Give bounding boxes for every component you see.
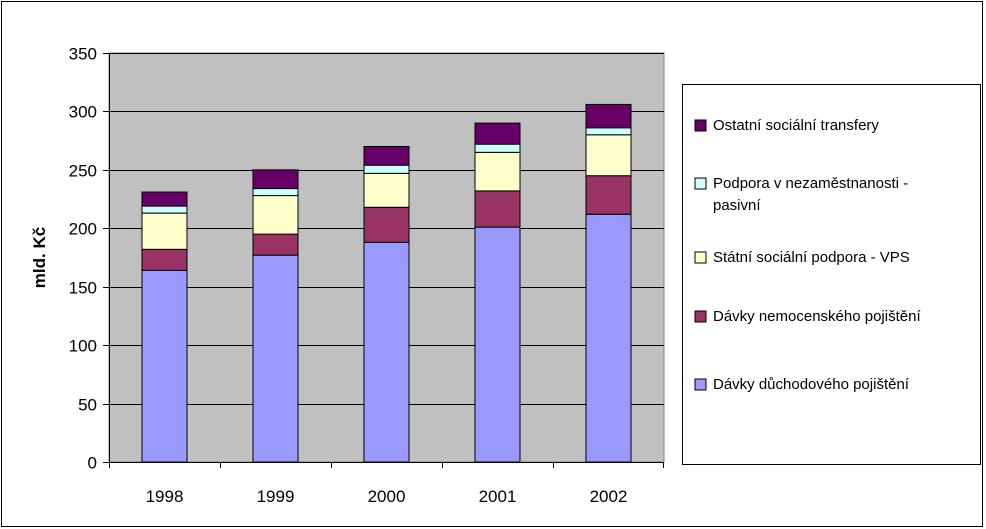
legend-box xyxy=(682,84,981,465)
legend-swatch xyxy=(694,119,707,132)
bar-segment xyxy=(363,164,410,174)
bar-segment xyxy=(141,212,188,250)
y-tick-label: 200 xyxy=(69,220,97,239)
x-tick-label: 2002 xyxy=(590,487,628,506)
y-tick-label: 100 xyxy=(69,337,97,356)
legend-label: Státní sociální podpora - VPS xyxy=(713,249,910,266)
legend-label: Podpora v nezaměstnanosti - xyxy=(713,175,908,192)
bar-segment xyxy=(363,172,410,208)
bar-segment xyxy=(141,205,188,214)
bar-segment xyxy=(585,175,632,215)
bar-segment xyxy=(363,206,410,243)
legend-label: pasivní xyxy=(713,197,761,214)
bar-segment xyxy=(585,127,632,136)
y-tick-label: 0 xyxy=(88,454,97,473)
bar-segment xyxy=(585,103,632,129)
y-axis-title: mld. Kč xyxy=(30,227,49,288)
bar-segment xyxy=(141,248,188,271)
bar-segment xyxy=(363,145,410,166)
bar-segment xyxy=(585,134,632,177)
bar-segment xyxy=(252,195,299,235)
legend-swatch xyxy=(694,310,707,323)
legend-swatch xyxy=(694,251,707,264)
bar-segment xyxy=(141,191,188,207)
legend-swatch xyxy=(694,378,707,391)
bar-segment xyxy=(474,143,521,153)
bar-segment xyxy=(474,122,521,145)
legend-label: Dávky důchodového pojištění xyxy=(713,376,910,393)
legend-swatch xyxy=(694,177,707,190)
bar-segment xyxy=(141,269,188,463)
bar-segment xyxy=(363,241,410,463)
x-tick-label: 1999 xyxy=(257,487,295,506)
y-tick-label: 50 xyxy=(78,396,97,415)
legend-label: Ostatní sociální transfery xyxy=(713,117,879,134)
bar-segment xyxy=(474,190,521,228)
bar-segment xyxy=(252,188,299,197)
y-tick-label: 150 xyxy=(69,279,97,298)
legend-label: Dávky nemocenského pojištění xyxy=(713,308,921,325)
bar-segment xyxy=(252,233,299,256)
bar-segment xyxy=(474,226,521,463)
bar-segment xyxy=(474,151,521,192)
y-tick-label: 250 xyxy=(69,162,97,181)
y-tick-label: 350 xyxy=(69,45,97,64)
bar-segment xyxy=(252,254,299,463)
y-tick-label: 300 xyxy=(69,103,97,122)
x-tick-label: 2000 xyxy=(368,487,406,506)
bar-segment xyxy=(585,213,632,463)
bar-segment xyxy=(252,169,299,190)
x-tick-label: 2001 xyxy=(479,487,517,506)
x-tick-label: 1998 xyxy=(146,487,184,506)
